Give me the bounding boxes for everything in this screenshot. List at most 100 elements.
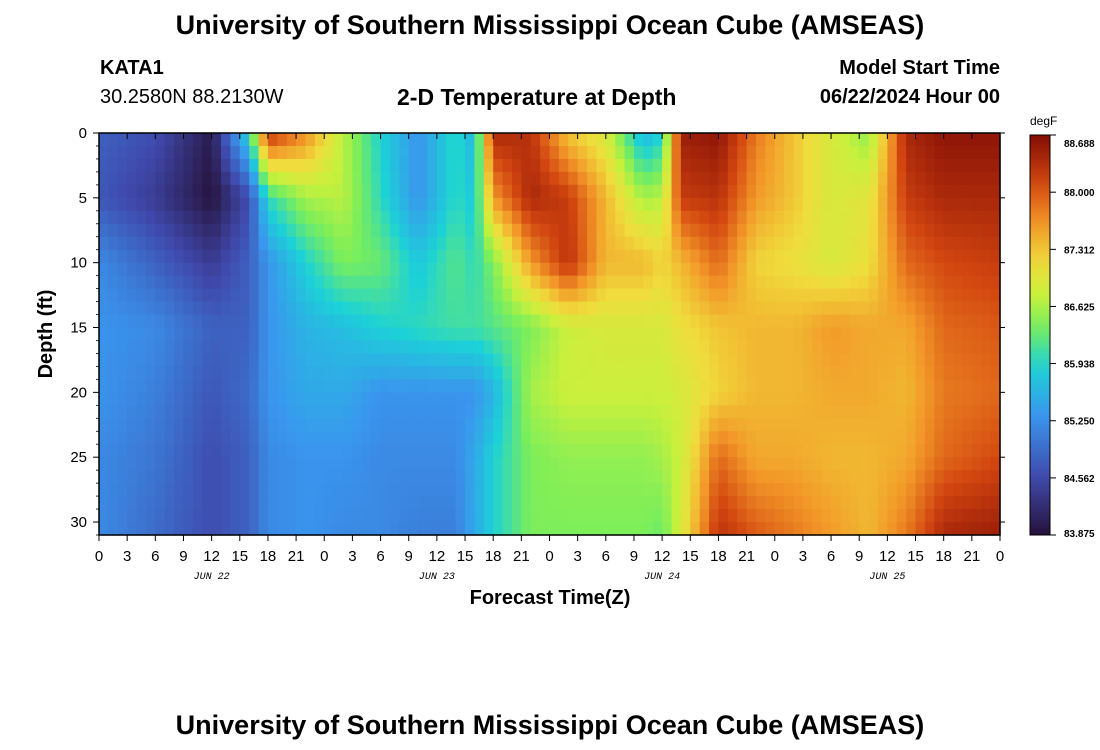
heatmap-cell xyxy=(605,392,616,406)
heatmap-cell xyxy=(427,184,438,199)
heatmap-cell xyxy=(164,262,175,277)
heatmap-cell xyxy=(765,509,776,523)
heatmap-cell xyxy=(277,366,288,380)
heatmap-cell xyxy=(221,158,231,173)
heatmap-cell xyxy=(314,133,325,147)
heatmap-cell xyxy=(934,158,945,173)
heatmap-cell xyxy=(493,496,504,510)
heatmap-cell xyxy=(605,405,616,419)
heatmap-cell xyxy=(727,340,738,355)
heatmap-cell xyxy=(483,522,494,536)
heatmap-cell xyxy=(136,522,147,536)
heatmap-cell xyxy=(352,340,363,355)
heatmap-cell xyxy=(164,171,175,186)
heatmap-cell xyxy=(793,327,804,342)
x-tick-label: 15 xyxy=(231,548,248,565)
heatmap-cell xyxy=(483,418,494,432)
heatmap-cell xyxy=(540,483,551,497)
heatmap-cell xyxy=(511,145,522,160)
heatmap-cell xyxy=(155,366,166,380)
heatmap-cell xyxy=(408,133,419,147)
heatmap-cell xyxy=(305,483,316,497)
heatmap-cell xyxy=(746,197,757,212)
heatmap-cell xyxy=(145,210,156,225)
heatmap-cell xyxy=(521,288,532,303)
heatmap-cell xyxy=(643,431,654,445)
heatmap-cell xyxy=(615,288,626,303)
heatmap-cell xyxy=(737,470,748,484)
heatmap-cell xyxy=(521,184,532,199)
heatmap-cell xyxy=(784,275,795,290)
heatmap-cell xyxy=(849,249,860,264)
heatmap-cell xyxy=(859,314,870,329)
heatmap-cell xyxy=(343,379,354,393)
heatmap-cell xyxy=(587,509,598,523)
heatmap-cell xyxy=(737,197,748,212)
heatmap-cell xyxy=(436,210,447,225)
heatmap-cell xyxy=(633,145,644,160)
heatmap-cell xyxy=(117,171,128,186)
heatmap-cell xyxy=(643,522,654,536)
heatmap-cell xyxy=(990,392,1001,406)
heatmap-cell xyxy=(577,262,588,277)
heatmap-cell xyxy=(361,301,372,316)
heatmap-cell xyxy=(849,145,860,160)
heatmap-cell xyxy=(934,275,945,290)
heatmap-cell xyxy=(333,236,344,251)
x-tick-label: 0 xyxy=(996,548,1004,565)
heatmap-cell xyxy=(558,184,569,199)
heatmap-cell xyxy=(709,184,720,199)
heatmap-cell xyxy=(971,262,982,277)
heatmap-cell xyxy=(202,327,213,342)
heatmap-cell xyxy=(849,275,860,290)
heatmap-cell xyxy=(521,133,532,147)
heatmap-cell xyxy=(108,470,119,484)
heatmap-cell xyxy=(624,496,635,510)
heatmap-cell xyxy=(389,392,400,406)
heatmap-cell xyxy=(718,353,729,368)
heatmap-cell xyxy=(690,223,701,238)
heatmap-cell xyxy=(953,133,964,147)
heatmap-cell xyxy=(174,301,185,316)
heatmap-cell xyxy=(164,509,175,523)
heatmap-cell xyxy=(99,327,109,342)
heatmap-cell xyxy=(802,288,813,303)
heatmap-cell xyxy=(624,158,635,173)
heatmap-cell xyxy=(249,249,260,264)
heatmap-cell xyxy=(540,210,551,225)
heatmap-cell xyxy=(887,197,898,212)
heatmap-cell xyxy=(615,379,626,393)
heatmap-cell xyxy=(924,340,935,355)
heatmap-cell xyxy=(211,366,222,380)
heatmap-cell xyxy=(296,444,307,458)
heatmap-cell xyxy=(418,249,429,264)
heatmap-cell xyxy=(465,366,476,380)
heatmap-cell xyxy=(333,431,344,445)
heatmap-cell xyxy=(511,340,522,355)
heatmap-cell xyxy=(793,301,804,316)
heatmap-cell xyxy=(615,249,626,264)
heatmap-cell xyxy=(192,133,203,147)
heatmap-cell xyxy=(746,210,757,225)
heatmap-cell xyxy=(296,314,307,329)
heatmap-cell xyxy=(380,353,391,368)
heatmap-cell xyxy=(314,431,325,445)
heatmap-cell xyxy=(690,275,701,290)
heatmap-cell xyxy=(643,133,654,147)
heatmap-cell xyxy=(267,405,278,419)
heatmap-cell xyxy=(633,249,644,264)
heatmap-cell xyxy=(493,197,504,212)
heatmap-cell xyxy=(436,353,447,368)
heatmap-cell xyxy=(971,158,982,173)
heatmap-cell xyxy=(859,366,870,380)
heatmap-cell xyxy=(408,444,419,458)
heatmap-cell xyxy=(868,483,879,497)
heatmap-cell xyxy=(887,483,898,497)
heatmap-cell xyxy=(793,223,804,238)
heatmap-cell xyxy=(371,470,382,484)
heatmap-cell xyxy=(784,457,795,471)
heatmap-cell xyxy=(924,366,935,380)
heatmap-cell xyxy=(540,522,551,536)
heatmap-cell xyxy=(389,405,400,419)
heatmap-cell xyxy=(690,483,701,497)
